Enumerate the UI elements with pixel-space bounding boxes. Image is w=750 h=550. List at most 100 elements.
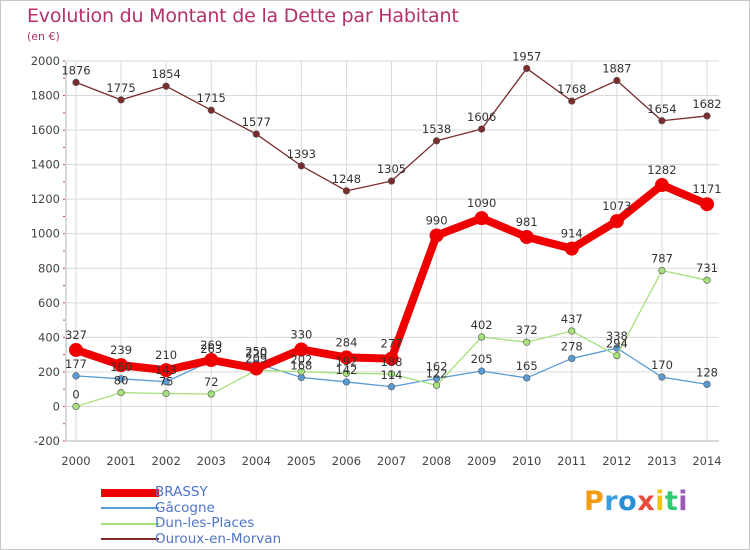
x-tick-label: 2001 — [106, 454, 135, 468]
series-ouroux-en-morvan — [72, 64, 711, 195]
data-label-dun-les-places: 188 — [381, 355, 403, 369]
data-point-dun-les-places — [387, 370, 396, 378]
data-label-brassy: 1090 — [467, 196, 496, 210]
data-label-g-cogne: 205 — [471, 352, 493, 366]
y-tick-label: -200 — [34, 434, 60, 448]
data-point-brassy — [339, 350, 354, 365]
data-point-ouroux-en-morvan — [207, 106, 215, 114]
y-tick-label: 0 — [53, 399, 60, 413]
data-point-dun-les-places — [297, 367, 305, 376]
x-tick-label: 2013 — [647, 454, 676, 468]
x-tick-label: 2010 — [512, 454, 541, 468]
data-point-dun-les-places — [162, 389, 170, 398]
data-point-dun-les-places — [478, 333, 486, 341]
data-point-ouroux-en-morvan — [297, 162, 305, 170]
series-lines — [69, 64, 714, 411]
data-point-ouroux-en-morvan — [342, 187, 351, 195]
legend-swatch — [101, 522, 159, 525]
data-label-dun-les-places: 787 — [651, 252, 673, 266]
data-label-ouroux-en-morvan: 1393 — [287, 147, 316, 161]
data-label-g-cogne: 168 — [290, 358, 312, 372]
data-label-g-cogne: 263 — [200, 342, 222, 356]
data-label-brassy: 1073 — [602, 199, 631, 213]
y-tick-label: 400 — [38, 330, 60, 344]
data-point-brassy — [384, 351, 399, 366]
data-point-ouroux-en-morvan — [478, 125, 486, 133]
data-point-ouroux-en-morvan — [523, 64, 531, 73]
data-point-ouroux-en-morvan — [703, 112, 711, 120]
data-label-ouroux-en-morvan: 1606 — [467, 110, 496, 124]
data-point-g-cogne — [568, 354, 576, 363]
y-tick-label: 2000 — [31, 54, 60, 68]
x-tick-label: 2014 — [692, 454, 721, 468]
data-label-brassy: 990 — [426, 213, 448, 227]
data-point-g-cogne — [387, 383, 396, 391]
y-tick-label: 1600 — [31, 123, 60, 137]
data-label-ouroux-en-morvan: 1957 — [512, 49, 541, 63]
data-label-ouroux-en-morvan: 1876 — [61, 63, 90, 77]
data-label-dun-les-places: 0 — [72, 387, 79, 401]
data-label-g-cogne: 250 — [245, 344, 267, 358]
data-point-ouroux-en-morvan — [568, 97, 576, 105]
series-brassy — [69, 178, 714, 378]
x-tick-label: 2002 — [152, 454, 181, 468]
legend-label: Gâcogne — [155, 499, 215, 516]
data-label-g-cogne: 160 — [110, 360, 132, 374]
data-point-dun-les-places — [658, 266, 666, 275]
data-point-brassy — [474, 211, 489, 226]
legend-swatch — [101, 488, 159, 497]
data-label-dun-les-places: 372 — [516, 323, 538, 337]
data-label-g-cogne: 278 — [561, 339, 583, 353]
data-label-brassy: 1171 — [692, 182, 721, 196]
series-g-cogne — [72, 344, 711, 391]
data-point-dun-les-places — [613, 352, 621, 360]
data-label-dun-les-places: 437 — [561, 312, 583, 326]
data-label-g-cogne: 162 — [426, 359, 448, 373]
data-point-g-cogne — [703, 380, 711, 388]
data-point-brassy — [564, 241, 579, 256]
data-point-dun-les-places — [72, 402, 80, 411]
data-point-dun-les-places — [207, 390, 215, 398]
data-label-brassy: 277 — [381, 337, 403, 351]
series-dun-les-places — [72, 266, 711, 411]
data-point-ouroux-en-morvan — [613, 76, 621, 85]
y-tick-label: 1000 — [31, 227, 60, 241]
data-label-dun-les-places: 72 — [204, 375, 219, 389]
data-point-brassy — [204, 352, 219, 367]
data-label-g-cogne: 170 — [651, 358, 673, 372]
data-label-g-cogne: 142 — [335, 363, 357, 377]
data-point-ouroux-en-morvan — [658, 117, 666, 125]
data-point-dun-les-places — [117, 389, 125, 397]
data-label-ouroux-en-morvan: 1854 — [152, 67, 181, 81]
chart-title: Evolution du Montant de la Dette par Hab… — [27, 5, 459, 27]
data-label-g-cogne: 165 — [516, 359, 538, 373]
data-label-brassy: 284 — [335, 335, 357, 349]
data-point-ouroux-en-morvan — [387, 177, 396, 185]
data-label-dun-les-places: 122 — [426, 366, 448, 380]
legend-swatch — [101, 507, 159, 509]
data-point-dun-les-places — [432, 381, 441, 389]
data-point-g-cogne — [72, 372, 80, 380]
x-tick-label: 2005 — [287, 454, 316, 468]
data-label-ouroux-en-morvan: 1715 — [197, 91, 226, 105]
data-label-brassy: 330 — [290, 327, 312, 341]
y-tick-label: 800 — [38, 261, 60, 275]
data-point-brassy — [114, 358, 129, 373]
data-label-brassy: 210 — [155, 348, 177, 362]
data-point-brassy — [69, 342, 83, 357]
data-point-dun-les-places — [568, 327, 576, 335]
data-label-dun-les-places: 75 — [159, 375, 174, 389]
data-point-brassy — [654, 178, 669, 193]
data-point-g-cogne — [117, 375, 125, 383]
data-label-dun-les-places: 731 — [696, 261, 718, 275]
data-label-brassy: 327 — [65, 328, 87, 342]
data-point-ouroux-en-morvan — [117, 96, 125, 104]
x-tick-label: 2007 — [377, 454, 406, 468]
data-point-ouroux-en-morvan — [432, 137, 441, 145]
grid — [66, 60, 719, 442]
data-label-brassy: 269 — [200, 338, 222, 352]
data-point-brassy — [159, 363, 174, 378]
proxiti-logo: Proxiti — [584, 486, 689, 517]
